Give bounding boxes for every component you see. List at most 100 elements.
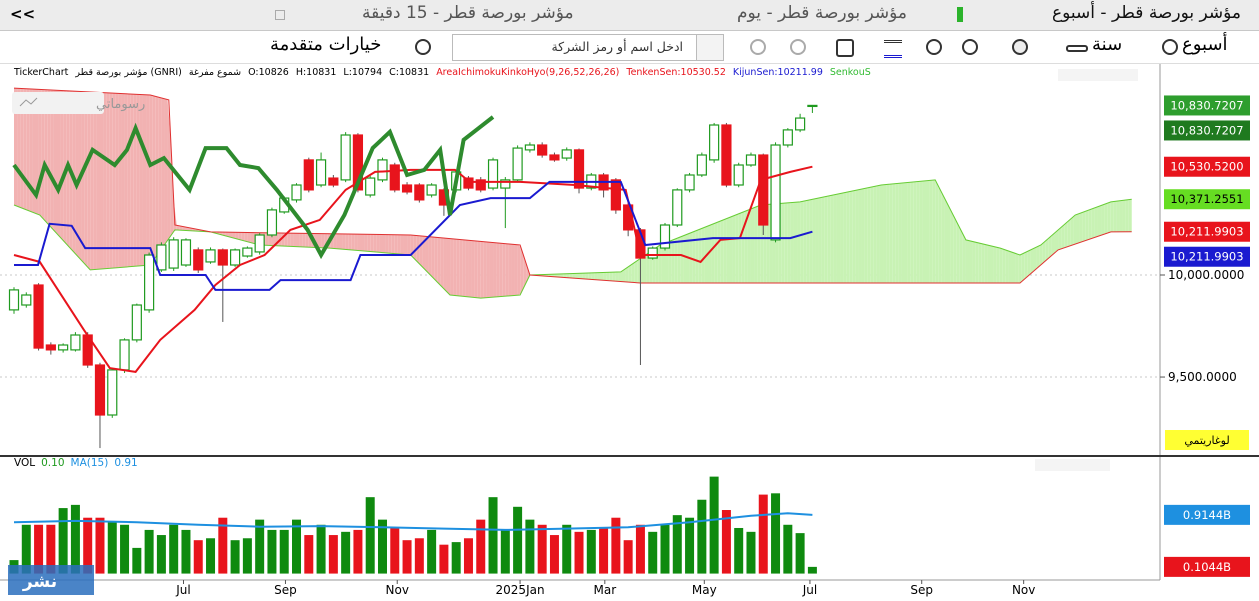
cloud-fill: [714, 222, 718, 283]
candle-body: [610, 179, 621, 211]
price-tag-label: 10,830.7207: [1170, 98, 1243, 112]
candle-body: [733, 164, 744, 186]
cloud-fill: [1085, 210, 1089, 241]
gear-icon: [415, 39, 431, 55]
cloud-fill: [978, 242, 982, 283]
volume-bar: [427, 529, 437, 574]
advanced-options[interactable]: خيارات متقدمة: [270, 34, 382, 55]
volume-bar: [230, 540, 240, 574]
cloud-fill: [830, 194, 834, 283]
cloud-fill: [373, 234, 377, 253]
candle-body: [254, 234, 265, 253]
cloud-fill: [93, 92, 97, 270]
cloud-fill: [975, 242, 979, 283]
price-tag: [1164, 120, 1250, 141]
collapse-button[interactable]: <<: [10, 5, 36, 23]
cloud-fill: [797, 201, 801, 283]
candle-body: [647, 247, 658, 259]
cloud-fill: [1116, 200, 1120, 232]
cloud-fill: [1091, 207, 1095, 239]
tool-icon[interactable]: [790, 39, 806, 55]
volume-bar: [611, 517, 621, 574]
cloud-fill: [904, 182, 908, 283]
tool-icon[interactable]: [926, 39, 942, 55]
cloud-fill: [450, 238, 454, 296]
cloud-fill: [744, 210, 748, 283]
cloud-fill: [225, 232, 229, 237]
candle-body: [180, 239, 192, 266]
candle-body: [549, 154, 560, 161]
legend-text: 0.91: [114, 457, 138, 469]
candle-body: [487, 159, 499, 189]
cloud-fill: [1079, 212, 1083, 243]
candle-body: [94, 364, 106, 416]
week-button[interactable]: أسبوع: [1182, 34, 1228, 55]
candle-body: [365, 177, 376, 196]
cloud-fill: [993, 246, 997, 283]
cloud-fill: [360, 234, 365, 252]
cloud-fill: [1061, 224, 1065, 249]
cloud-fill: [701, 227, 705, 283]
x-tick-label: Jul: [175, 583, 190, 597]
cloud-fill: [680, 235, 684, 283]
cloud-fill: [1119, 200, 1123, 232]
tool-icon[interactable]: [962, 39, 978, 55]
line-series: [13, 179, 1132, 299]
cloud-fill: [228, 232, 233, 238]
candle-body: [745, 154, 757, 166]
volume-bar: [70, 504, 80, 574]
volume-bar: [402, 540, 412, 574]
search-box[interactable]: ادخل اسم أو رمز الشركة: [452, 34, 724, 61]
cloud-fill: [1054, 230, 1059, 253]
volume-bar: [95, 517, 105, 574]
x-tick-label: Nov: [386, 583, 409, 597]
cloud-fill: [305, 233, 309, 248]
cloud-fill: [569, 273, 573, 279]
cloud-fill: [1110, 201, 1114, 233]
search-placeholder: ادخل اسم أو رمز الشركة: [551, 39, 683, 54]
cloud-fill: [711, 223, 715, 283]
tab[interactable]: مؤشر بورصة قطر - 15 دقيقة: [362, 3, 574, 23]
cloud-fill: [916, 181, 920, 283]
cloud-fill: [870, 186, 874, 283]
cloud-fill: [354, 234, 358, 251]
cloud-fill: [443, 238, 447, 292]
tab-active[interactable]: مؤشر بورصة قطر - أسبوع: [1052, 3, 1242, 23]
cloud-fill: [747, 208, 751, 283]
cloud-fill: [44, 89, 48, 224]
cloud-fill: [232, 232, 236, 239]
cloud-fill: [1122, 200, 1126, 232]
range-icon: [1066, 45, 1088, 52]
cloud-fill: [468, 240, 472, 298]
cloud-fill: [1042, 240, 1046, 264]
cloud-fill: [348, 234, 352, 250]
tab[interactable]: مؤشر بورصة قطر - يوم: [737, 3, 908, 23]
cloud-fill: [456, 239, 460, 296]
tool-icon[interactable]: [884, 40, 902, 58]
tool-icon[interactable]: [1012, 39, 1028, 55]
cloud-fill: [668, 240, 672, 283]
cloud-fill: [385, 234, 389, 254]
cloud-fill: [566, 273, 570, 278]
volume-bar: [451, 542, 461, 574]
legend-text: VOL: [14, 457, 36, 469]
volume-bar: [685, 517, 695, 574]
legend-text: MA(15): [70, 457, 109, 469]
logo-box: [8, 565, 94, 595]
cloud-fill: [81, 91, 85, 264]
pane-buttons[interactable]: [1035, 69, 1138, 471]
cloud-fill: [919, 181, 923, 283]
scale-mode-box[interactable]: [1165, 430, 1249, 450]
cloud-fill: [271, 232, 276, 246]
tool-icon[interactable]: [750, 39, 766, 55]
legend-text: TickerChart: [14, 67, 69, 78]
year-button[interactable]: سنة: [1092, 34, 1123, 55]
cloud-fill: [947, 203, 951, 283]
cloud-fill: [723, 218, 727, 283]
cloud-fill: [664, 241, 669, 283]
cloud-fill: [858, 189, 862, 283]
tool-icon[interactable]: [836, 39, 854, 57]
search-button[interactable]: [696, 35, 723, 60]
drawings-label[interactable]: رسوماتي: [12, 92, 145, 114]
cloud-fill: [244, 232, 248, 242]
